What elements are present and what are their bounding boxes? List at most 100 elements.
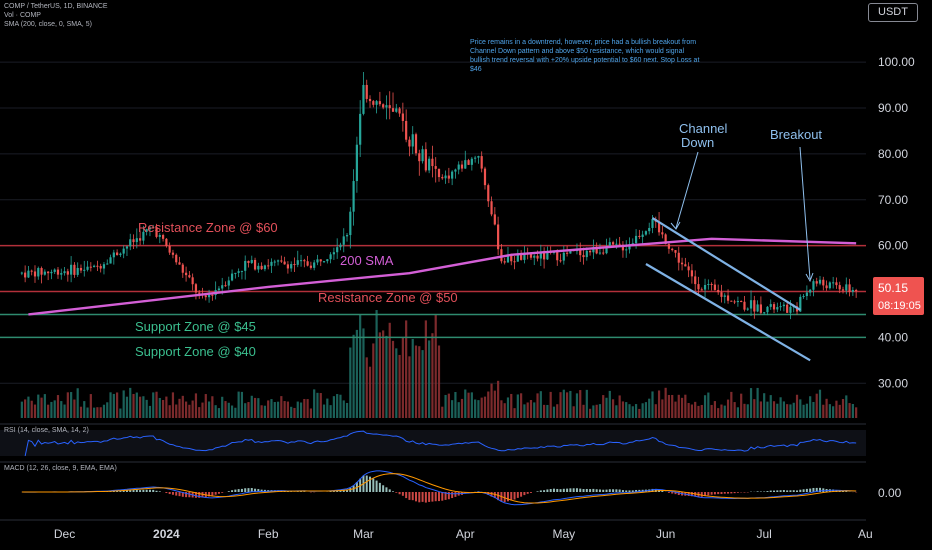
volume-bar: [490, 383, 493, 418]
volume-bar: [253, 397, 257, 418]
candle-body: [155, 227, 158, 237]
volume-bars: [20, 310, 858, 418]
volume-bar: [86, 407, 89, 418]
candle-body: [395, 108, 398, 112]
volume-bar: [592, 405, 595, 418]
candle-body: [546, 251, 549, 260]
volume-bar: [717, 408, 720, 418]
time-tick-label: Feb: [258, 527, 279, 541]
time-tick-label: Mar: [353, 527, 374, 541]
candle-body: [497, 224, 500, 250]
candle-body: [566, 252, 569, 254]
volume-bar: [454, 392, 457, 418]
macd-histogram-bar: [671, 492, 674, 494]
macd-histogram-bar: [615, 489, 618, 492]
channel-upper-line: [651, 217, 801, 311]
macd-histogram-bar: [569, 488, 572, 492]
volume-bar: [786, 404, 789, 418]
candle-body: [27, 270, 30, 278]
volume-bar: [845, 395, 848, 418]
volume-bar: [575, 393, 579, 418]
macd-histogram-bar: [674, 492, 677, 495]
volume-bar: [263, 405, 267, 418]
macd-histogram-bar: [142, 489, 145, 492]
candle-body: [838, 285, 841, 290]
macd-histogram-bar: [628, 490, 631, 492]
candle-body: [378, 101, 381, 105]
volume-bar: [657, 390, 661, 418]
candle-body: [355, 144, 358, 182]
volume-bar: [198, 407, 201, 418]
candle-body: [339, 244, 342, 248]
macd-histogram-bar: [822, 488, 825, 492]
volume-bar: [746, 404, 749, 418]
candle-body: [536, 255, 539, 259]
candle-body: [680, 262, 684, 265]
macd-histogram-bar: [168, 492, 171, 495]
volume-bar: [680, 397, 684, 418]
candle-body: [194, 284, 198, 293]
candle-body: [428, 158, 431, 171]
candle-body: [618, 243, 621, 245]
macd-histogram-bar: [247, 488, 250, 492]
macd-histogram-bar: [779, 490, 782, 492]
candle-body: [24, 272, 27, 278]
macd-histogram-bar: [129, 489, 132, 492]
candle-body: [474, 157, 477, 159]
candle-body: [418, 153, 421, 162]
volume-bar: [401, 337, 404, 418]
candle-body: [322, 261, 326, 263]
support-45-label: Support Zone @ $45: [135, 319, 256, 334]
candle-body: [240, 270, 244, 272]
volume-bar: [585, 389, 588, 418]
macd-histogram-bar: [566, 488, 569, 492]
candle-body: [313, 262, 316, 268]
volume-bar: [605, 397, 608, 418]
price-badge: 50.15 08:19:05: [873, 277, 924, 315]
volume-bar: [211, 396, 214, 418]
currency-button[interactable]: USDT: [868, 3, 918, 22]
volume-bar: [529, 400, 533, 418]
macd-histogram-bar: [845, 491, 848, 492]
candle-body: [759, 304, 762, 313]
candle-body: [237, 271, 240, 273]
macd-histogram-bar: [135, 489, 138, 492]
candle-body: [736, 300, 739, 303]
candle-body: [516, 254, 519, 262]
macd-histogram-bar: [234, 489, 237, 492]
candle-body: [56, 269, 60, 275]
volume-bar: [815, 393, 818, 418]
volume-bar: [812, 401, 815, 418]
macd-histogram-bar: [690, 492, 693, 497]
volume-bar: [434, 314, 437, 418]
candle-body: [158, 235, 161, 237]
macd-histogram-bar: [526, 492, 529, 494]
volume-bar: [244, 403, 247, 418]
candle-body: [20, 272, 23, 274]
volume-bar: [615, 405, 618, 418]
candle-body: [776, 307, 779, 310]
candle-body: [822, 279, 825, 286]
candle-body: [79, 267, 83, 271]
candle-body: [309, 265, 312, 268]
candle-body: [434, 166, 437, 169]
volume-bar: [125, 396, 129, 418]
volume-bar: [684, 394, 687, 418]
rsi-line: [24, 430, 857, 457]
volume-bar: [582, 404, 585, 418]
volume-bar: [566, 392, 569, 418]
volume-bar: [769, 395, 772, 418]
candle-body: [122, 248, 125, 254]
macd-histogram-bar: [254, 488, 257, 492]
candle-body: [533, 255, 536, 258]
candle-body: [510, 254, 513, 262]
candle-body: [628, 244, 631, 250]
candle-body: [825, 285, 828, 289]
volume-bar: [342, 400, 345, 418]
candle-body: [86, 266, 89, 270]
candle-body: [529, 254, 533, 258]
candle-body: [148, 227, 152, 230]
volume-bar: [122, 390, 125, 418]
candle-body: [119, 253, 122, 256]
